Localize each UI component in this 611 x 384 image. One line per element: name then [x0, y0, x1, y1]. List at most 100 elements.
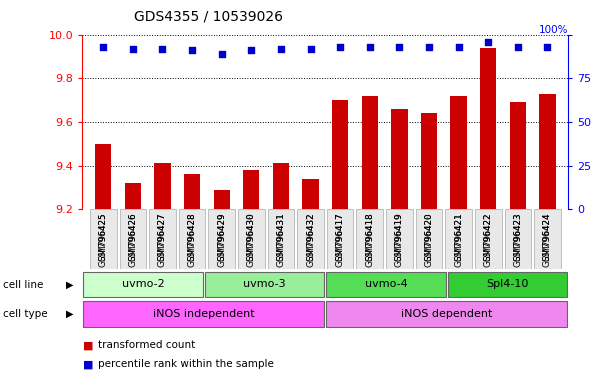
Text: ▶: ▶	[66, 309, 73, 319]
Point	[483, 38, 493, 45]
Text: GSM796427: GSM796427	[158, 212, 167, 261]
Bar	[125, 183, 141, 209]
Text: iNOS independent: iNOS independent	[153, 309, 255, 319]
Bar	[450, 96, 467, 209]
Text: GSM796429: GSM796429	[217, 212, 226, 261]
Text: ■: ■	[82, 340, 93, 350]
Text: GSM796424: GSM796424	[543, 212, 552, 267]
Text: GSM796421: GSM796421	[454, 212, 463, 267]
Text: GSM796426: GSM796426	[128, 212, 137, 261]
Bar	[540, 94, 555, 209]
FancyBboxPatch shape	[83, 301, 324, 327]
FancyBboxPatch shape	[445, 209, 472, 269]
Text: transformed count: transformed count	[98, 340, 195, 350]
Point	[276, 45, 286, 51]
Bar	[155, 164, 170, 209]
Text: GSM796420: GSM796420	[425, 212, 434, 261]
Point	[98, 44, 108, 50]
Bar	[332, 100, 348, 209]
Point	[158, 45, 167, 51]
FancyBboxPatch shape	[415, 209, 442, 269]
Text: percentile rank within the sample: percentile rank within the sample	[98, 359, 274, 369]
Text: GSM796432: GSM796432	[306, 212, 315, 267]
Bar	[273, 164, 289, 209]
FancyBboxPatch shape	[534, 209, 561, 269]
Point	[246, 47, 256, 53]
FancyBboxPatch shape	[326, 272, 446, 297]
Point	[543, 44, 552, 50]
FancyBboxPatch shape	[326, 301, 568, 327]
FancyBboxPatch shape	[327, 209, 354, 269]
FancyBboxPatch shape	[120, 209, 146, 269]
Text: GSM796426: GSM796426	[128, 212, 137, 267]
Text: cell line: cell line	[3, 280, 43, 290]
Text: GSM796418: GSM796418	[365, 212, 375, 261]
Point	[365, 44, 375, 50]
Text: uvmo-4: uvmo-4	[365, 279, 408, 289]
Point	[424, 44, 434, 50]
Point	[454, 44, 464, 50]
Point	[395, 44, 404, 50]
Text: ▶: ▶	[66, 280, 73, 290]
FancyBboxPatch shape	[475, 209, 502, 269]
Text: GDS4355 / 10539026: GDS4355 / 10539026	[134, 10, 284, 23]
Text: GSM796423: GSM796423	[513, 212, 522, 261]
Point	[128, 45, 137, 51]
Text: GSM796421: GSM796421	[454, 212, 463, 261]
Point	[513, 44, 523, 50]
Bar	[362, 96, 378, 209]
Text: ■: ■	[82, 359, 93, 369]
Text: uvmo-2: uvmo-2	[122, 279, 164, 289]
Text: 100%: 100%	[539, 25, 568, 35]
Text: GSM796423: GSM796423	[513, 212, 522, 267]
Text: GSM796420: GSM796420	[425, 212, 434, 267]
FancyBboxPatch shape	[448, 272, 568, 297]
Bar	[95, 144, 111, 209]
Text: GSM796424: GSM796424	[543, 212, 552, 261]
FancyBboxPatch shape	[205, 272, 324, 297]
Point	[335, 44, 345, 50]
FancyBboxPatch shape	[90, 209, 117, 269]
Text: GSM796428: GSM796428	[188, 212, 197, 261]
Bar	[480, 48, 496, 209]
Text: uvmo-3: uvmo-3	[243, 279, 286, 289]
Text: GSM796431: GSM796431	[276, 212, 285, 267]
FancyBboxPatch shape	[149, 209, 176, 269]
Point	[187, 47, 197, 53]
Text: GSM796425: GSM796425	[99, 212, 108, 267]
Text: GSM796417: GSM796417	[335, 212, 345, 267]
FancyBboxPatch shape	[386, 209, 413, 269]
Text: GSM796419: GSM796419	[395, 212, 404, 261]
Point	[217, 51, 227, 57]
Text: GSM796417: GSM796417	[335, 212, 345, 261]
Point	[306, 45, 315, 51]
Bar	[184, 174, 200, 209]
Bar	[421, 113, 437, 209]
Bar	[391, 109, 408, 209]
Text: GSM796429: GSM796429	[217, 212, 226, 267]
FancyBboxPatch shape	[356, 209, 383, 269]
Text: Spl4-10: Spl4-10	[486, 279, 529, 289]
Text: GSM796430: GSM796430	[247, 212, 256, 267]
FancyBboxPatch shape	[83, 272, 203, 297]
Text: GSM796425: GSM796425	[99, 212, 108, 261]
Text: iNOS dependent: iNOS dependent	[401, 309, 492, 319]
Text: GSM796431: GSM796431	[276, 212, 285, 261]
FancyBboxPatch shape	[238, 209, 265, 269]
Bar	[302, 179, 319, 209]
Text: GSM796422: GSM796422	[484, 212, 492, 267]
Text: GSM796430: GSM796430	[247, 212, 256, 261]
Bar	[510, 102, 526, 209]
FancyBboxPatch shape	[297, 209, 324, 269]
FancyBboxPatch shape	[505, 209, 531, 269]
Text: GSM796419: GSM796419	[395, 212, 404, 267]
Bar	[214, 190, 230, 209]
Text: cell type: cell type	[3, 309, 48, 319]
Bar	[243, 170, 260, 209]
FancyBboxPatch shape	[179, 209, 205, 269]
Text: GSM796418: GSM796418	[365, 212, 375, 267]
FancyBboxPatch shape	[268, 209, 295, 269]
FancyBboxPatch shape	[208, 209, 235, 269]
Text: GSM796428: GSM796428	[188, 212, 197, 267]
Text: GSM796422: GSM796422	[484, 212, 492, 261]
